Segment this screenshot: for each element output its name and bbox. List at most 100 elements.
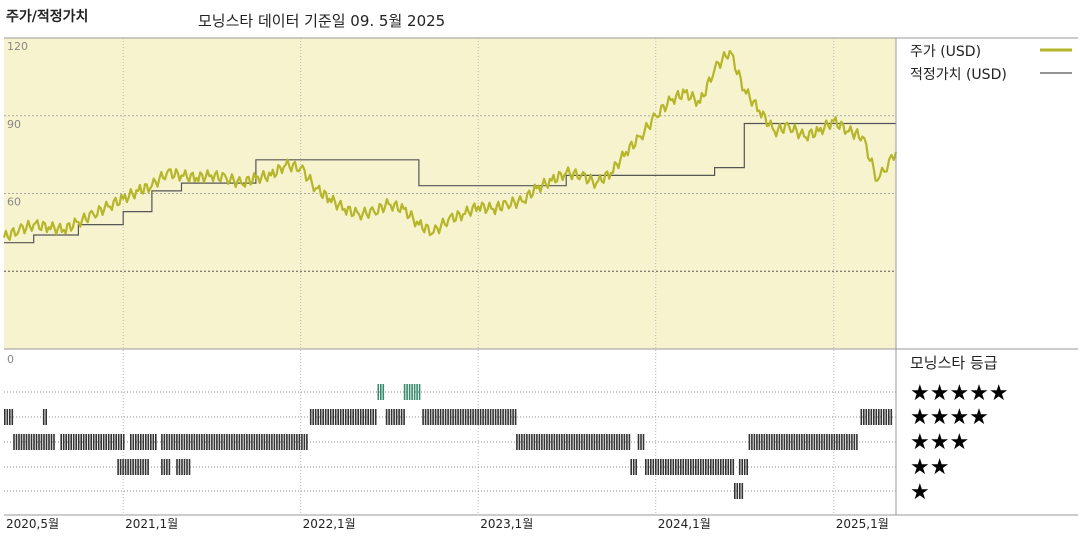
rating-bar-3-star xyxy=(571,434,573,450)
rating-bar-2-star xyxy=(144,459,147,475)
rating-bar-4-star xyxy=(354,409,357,425)
rating-bar-3-star xyxy=(183,434,186,450)
rating-bar-2-star xyxy=(632,459,635,475)
rating-bar-3-star xyxy=(246,434,248,450)
rating-bar-3-star xyxy=(598,434,601,450)
rating-bar-3-star xyxy=(261,434,263,450)
rating-bar-3-star xyxy=(117,434,120,450)
rating-bar-3-star xyxy=(211,434,213,450)
rating-bar-3-star xyxy=(628,434,631,450)
rating-bar-5-star xyxy=(403,384,406,400)
rating-bar-3-star xyxy=(243,434,246,450)
rating-bar-4-star xyxy=(469,409,472,425)
rating-bar-2-star xyxy=(662,459,665,475)
rating-bar-3-star xyxy=(228,434,231,450)
x-tick-label: 2023,1월 xyxy=(480,517,533,531)
rating-bar-4-star xyxy=(372,409,374,425)
rating-bar-4-star xyxy=(484,409,487,425)
rating-bar-4-star xyxy=(342,409,344,425)
rating-bar-2-star xyxy=(743,459,746,475)
rating-bar-5-star xyxy=(413,384,416,400)
rating-bar-2-star xyxy=(710,459,712,475)
rating-bar-3-star xyxy=(25,434,28,450)
rating-bar-3-star xyxy=(135,434,137,450)
rating-bar-2-star xyxy=(746,459,748,475)
rating-bar-4-star xyxy=(434,409,437,425)
rating-bar-5-star xyxy=(406,384,408,400)
rating-bar-3-star xyxy=(112,434,115,450)
rating-bar-3-star xyxy=(816,434,818,450)
rating-bars xyxy=(4,384,893,499)
rating-bar-3-star xyxy=(110,434,112,450)
rating-bar-3-star xyxy=(271,434,273,450)
rating-bar-3-star xyxy=(226,434,228,450)
rating-bar-3-star xyxy=(826,434,828,450)
rating-bar-4-star xyxy=(390,409,393,425)
rating-bar-3-star xyxy=(578,434,581,450)
rating-bar-2-star xyxy=(168,459,171,475)
rating-bar-3-star xyxy=(72,434,75,450)
rating-bar-3-star xyxy=(238,434,241,450)
rating-2-stars: ★★ xyxy=(910,455,949,480)
rating-bar-4-star xyxy=(459,409,462,425)
rating-bar-3-star xyxy=(621,434,623,450)
rating-bar-3-star xyxy=(568,434,571,450)
rating-bar-3-star xyxy=(155,434,157,450)
rating-bar-3-star xyxy=(53,434,55,450)
rating-bar-3-star xyxy=(233,434,236,450)
rating-bar-3-star xyxy=(573,434,576,450)
rating-bar-3-star xyxy=(751,434,753,450)
rating-bar-4-star xyxy=(444,409,447,425)
rating-bar-3-star xyxy=(75,434,77,450)
rating-bar-3-star xyxy=(102,434,105,450)
rating-bar-3-star xyxy=(596,434,598,450)
rating-bar-3-star xyxy=(583,434,586,450)
rating-bar-2-star xyxy=(645,459,647,475)
rating-bar-3-star xyxy=(301,434,303,450)
rating-bar-4-star xyxy=(367,409,369,425)
rating-bar-3-star xyxy=(556,434,558,450)
rating-bar-3-star xyxy=(623,434,626,450)
rating-bar-4-star xyxy=(482,409,484,425)
rating-bar-2-star xyxy=(647,459,650,475)
rating-bar-3-star xyxy=(543,434,546,450)
rating-bar-3-star xyxy=(276,434,278,450)
rating-bar-3-star xyxy=(107,434,110,450)
rating-bar-3-star xyxy=(778,434,781,450)
rating-bar-3-star xyxy=(256,434,258,450)
rating-bar-3-star xyxy=(48,434,50,450)
rating-bar-3-star xyxy=(140,434,142,450)
rating-bar-4-star xyxy=(452,409,454,425)
rating-bar-2-star xyxy=(720,459,722,475)
rating-bar-3-star xyxy=(776,434,778,450)
rating-bar-4-star xyxy=(512,409,514,425)
rating-bar-3-star xyxy=(811,434,813,450)
legend-price-label: 주가 (USD) xyxy=(910,44,981,60)
rating-bar-3-star xyxy=(588,434,591,450)
rating-bar-4-star xyxy=(374,409,377,425)
rating-bar-3-star xyxy=(848,434,851,450)
rating-bar-2-star xyxy=(667,459,670,475)
rating-bar-4-star xyxy=(432,409,434,425)
rating-bar-3-star xyxy=(296,434,298,450)
rating-bar-3-star xyxy=(626,434,628,450)
rating-bar-3-star xyxy=(528,434,531,450)
rating-bar-3-star xyxy=(23,434,25,450)
rating-bar-4-star xyxy=(888,409,890,425)
rating-bar-2-star xyxy=(655,459,657,475)
rating-bar-4-star xyxy=(337,409,339,425)
rating-bar-4-star xyxy=(447,409,449,425)
rating-bar-3-star xyxy=(120,434,122,450)
rating-bar-3-star xyxy=(137,434,140,450)
rating-bar-4-star xyxy=(332,409,334,425)
rating-bar-3-star xyxy=(801,434,803,450)
rating-bar-3-star xyxy=(82,434,85,450)
rating-bar-3-star xyxy=(803,434,806,450)
rating-bar-3-star xyxy=(606,434,608,450)
rating-bar-4-star xyxy=(398,409,400,425)
rating-bar-3-star xyxy=(288,434,291,450)
rating-bar-5-star xyxy=(418,384,421,400)
rating-bar-2-star xyxy=(650,459,652,475)
rating-bar-2-star xyxy=(677,459,680,475)
x-tick-label: 2021,1월 xyxy=(125,517,178,531)
